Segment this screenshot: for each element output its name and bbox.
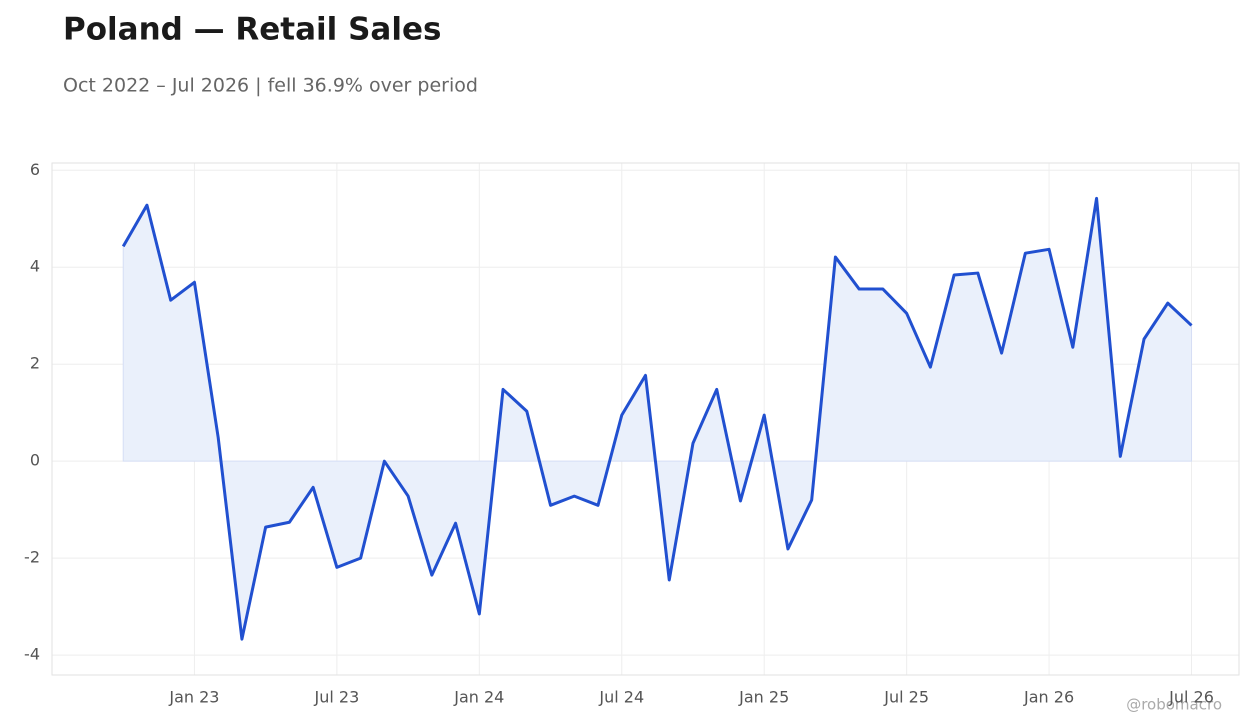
chart-subtitle: Oct 2022 – Jul 2026 | fell 36.9% over pe… xyxy=(63,75,478,97)
x-tick-label: Jan 24 xyxy=(453,688,504,707)
y-tick-label: -2 xyxy=(24,548,40,567)
x-tick-label: Jul 23 xyxy=(314,688,360,707)
y-tick-label: 0 xyxy=(30,451,40,470)
x-tick-label: Jan 23 xyxy=(168,688,219,707)
y-tick-label: 4 xyxy=(30,257,40,276)
x-tick-label: Jul 26 xyxy=(1168,688,1214,707)
y-tick-label: 6 xyxy=(30,160,40,179)
plot-frame xyxy=(51,162,1240,676)
chart-title: Poland — Retail Sales xyxy=(63,12,441,48)
line xyxy=(121,196,1193,641)
x-tick-label: Jul 24 xyxy=(598,688,644,707)
watermark: @robomacro xyxy=(1126,696,1222,714)
x-tick-label: Jul 25 xyxy=(883,688,929,707)
x-tick-label: Jan 26 xyxy=(1023,688,1074,707)
y-tick-label: 2 xyxy=(30,354,40,373)
x-tick-label: Jan 25 xyxy=(738,688,789,707)
y-tick-label: -4 xyxy=(24,645,40,664)
